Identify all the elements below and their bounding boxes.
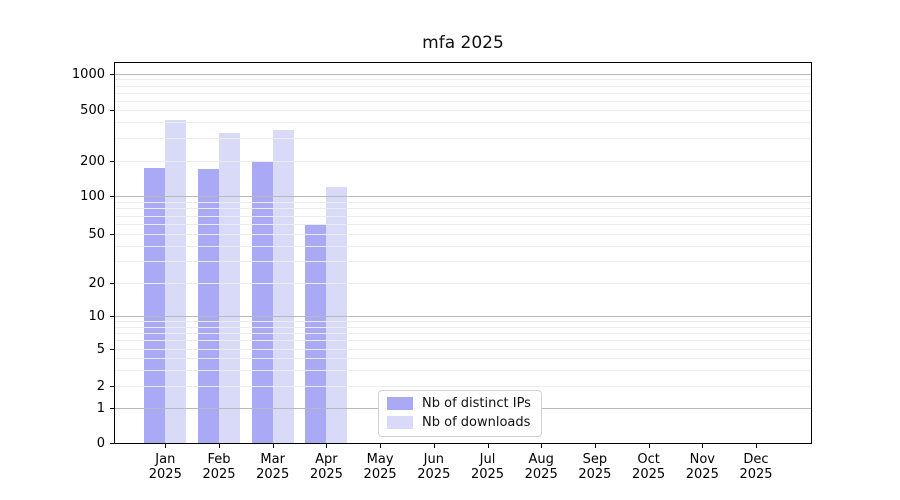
x-axis-tick-label: Oct 2025 (632, 452, 666, 482)
x-axis-tick-label: Apr 2025 (309, 452, 343, 482)
x-axis-tick-label: Jul 2025 (470, 452, 505, 482)
y-axis-tick-label: 100 (80, 188, 105, 204)
y-axis-tick-label: 10 (88, 308, 105, 324)
gridline-minor (115, 386, 811, 387)
gridline-minor (115, 138, 811, 139)
x-axis-tick (649, 443, 650, 448)
gridline-minor (115, 93, 811, 94)
y-axis-tick (110, 349, 115, 350)
chart-bar-distinct-ips-feb (198, 168, 219, 444)
x-axis-tick (541, 443, 542, 448)
x-axis-tick (380, 443, 381, 448)
y-axis-tick (110, 283, 115, 284)
gridline-minor (115, 246, 811, 247)
legend-row-distinct-ips: Nb of distinct IPs (387, 396, 531, 411)
x-axis-tick (595, 443, 596, 448)
x-axis-tick (165, 443, 166, 448)
y-axis-tick-label: 0 (96, 435, 105, 451)
x-axis-tick-label: Sep 2025 (578, 452, 612, 482)
x-axis-tick-label: Dec 2025 (739, 452, 773, 482)
gridline-major (115, 196, 811, 197)
plot-area: Nb of distinct IPs Nb of downloads 0 1 2 5 1… (72, 62, 812, 482)
legend-swatch-distinct-ips (387, 397, 413, 410)
gridline-minor (115, 261, 811, 262)
x-axis-tick-label: May 2025 (363, 452, 397, 482)
x-axis-tick (434, 443, 435, 448)
gridline-minor (115, 234, 811, 235)
legend-label-distinct-ips: Nb of distinct IPs (422, 396, 531, 411)
x-axis-tick-label: Mar 2025 (256, 452, 290, 482)
gridline-minor (115, 202, 811, 203)
legend-row-downloads: Nb of downloads (387, 415, 531, 430)
y-axis-tick-label: 500 (80, 102, 105, 118)
x-axis-tick-label: Feb 2025 (202, 452, 236, 482)
y-axis-tick-label: 50 (88, 226, 105, 242)
gridline-major (115, 74, 811, 75)
gridline-major (115, 316, 811, 317)
gridline-minor (115, 216, 811, 217)
x-axis-tick-label: Jan 2025 (148, 452, 182, 482)
gridline-minor (115, 333, 811, 334)
y-axis-tick-label: 1 (96, 400, 105, 416)
gridline-minor (115, 101, 811, 102)
y-axis-tick (110, 234, 115, 235)
y-axis-tick-label: 2 (96, 378, 105, 394)
y-axis-tick (110, 196, 115, 197)
gridline-minor (115, 110, 811, 111)
y-axis-tick-label: 5 (96, 341, 105, 357)
gridline-minor (115, 161, 811, 162)
y-axis-tick (110, 408, 115, 409)
y-axis-tick (110, 316, 115, 317)
x-axis-tick (488, 443, 489, 448)
gridline-minor (115, 283, 811, 284)
chart-bar-distinct-ips-mar (251, 162, 273, 444)
x-axis-tick (219, 443, 220, 448)
gridline-minor (115, 86, 811, 87)
x-axis-tick (756, 443, 757, 448)
chart-bar-downloads-mar (272, 129, 294, 444)
gridline-minor (115, 122, 811, 123)
x-axis-tick (326, 443, 327, 448)
gridline-minor (115, 208, 811, 209)
chart-bar-downloads-jan (165, 119, 187, 444)
gridline-minor (115, 321, 811, 322)
gridline-minor (115, 327, 811, 328)
y-axis-tick-label: 200 (80, 153, 105, 169)
gridline-minor (115, 224, 811, 225)
legend: Nb of distinct IPs Nb of downloads (378, 390, 542, 437)
gridline-minor (115, 79, 811, 80)
y-axis-tick-label: 1000 (71, 66, 105, 82)
y-axis-tick (110, 161, 115, 162)
y-axis-tick-label: 20 (88, 275, 105, 291)
legend-label-downloads: Nb of downloads (422, 415, 531, 430)
x-axis-tick (273, 443, 274, 448)
chart-bar-downloads-feb (219, 133, 240, 444)
x-axis-tick-label: Nov 2025 (685, 452, 719, 482)
gridline-minor (115, 340, 811, 341)
y-axis-tick (110, 74, 115, 75)
x-axis-tick-label: Jun 2025 (417, 452, 451, 482)
chart-bar-distinct-ips-jan (144, 168, 166, 444)
legend-swatch-downloads (387, 416, 413, 429)
y-axis-tick (110, 386, 115, 387)
gridline-minor (115, 370, 811, 371)
x-axis-tick (702, 443, 703, 448)
y-axis-tick (110, 110, 115, 111)
chart-bar-downloads-apr (326, 186, 348, 444)
gridline-minor (115, 358, 811, 359)
chart-title: mfa 2025 (422, 33, 504, 53)
x-axis-tick-label: Aug 2025 (524, 452, 558, 482)
gridline-minor (115, 349, 811, 350)
y-axis-tick (110, 443, 115, 444)
